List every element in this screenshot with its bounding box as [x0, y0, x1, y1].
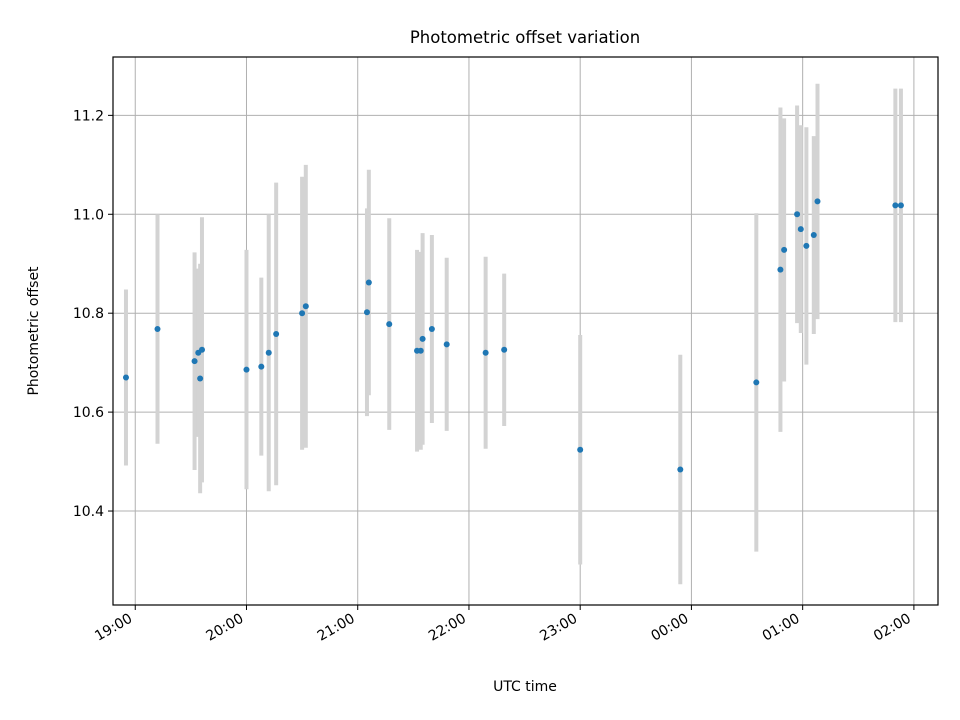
data-point [419, 335, 426, 342]
y-tick-label: 11.0 [73, 207, 104, 223]
data-point [803, 242, 810, 249]
data-point [365, 279, 372, 286]
data-point [892, 202, 899, 209]
data-point [797, 226, 804, 233]
chart-title: Photometric offset variation [410, 28, 640, 47]
data-point [482, 349, 489, 356]
data-point [577, 446, 584, 453]
data-point [781, 246, 788, 253]
data-point [154, 326, 161, 333]
data-points [122, 198, 904, 473]
data-point [428, 326, 435, 333]
data-point [299, 310, 306, 317]
data-point [258, 363, 265, 370]
data-point [191, 358, 198, 365]
data-point [443, 341, 450, 348]
y-tick-label: 10.8 [73, 306, 104, 322]
data-point [417, 347, 424, 354]
data-point [677, 466, 684, 473]
data-point [273, 330, 280, 337]
data-point [386, 321, 393, 328]
data-point [122, 374, 129, 381]
data-point [897, 202, 904, 209]
data-point [753, 379, 760, 386]
data-point [810, 232, 817, 239]
data-point [198, 346, 205, 353]
plot-frame [112, 56, 939, 606]
data-point [794, 211, 801, 218]
data-point [302, 303, 309, 310]
x-axis-label: UTC time [493, 679, 557, 695]
data-point [197, 375, 204, 382]
y-tick-label: 10.6 [73, 405, 104, 421]
y-tick-label: 11.2 [73, 108, 104, 124]
data-point [501, 346, 508, 353]
data-point [814, 198, 821, 205]
y-axis: 10.4 10.6 10.8 11.0 11.2 [73, 108, 113, 520]
data-point [777, 266, 784, 273]
y-tick-label: 10.4 [73, 504, 104, 520]
y-axis-label: Photometric offset [26, 266, 42, 396]
data-point [363, 309, 370, 316]
data-point [243, 366, 250, 373]
data-point [265, 349, 272, 356]
